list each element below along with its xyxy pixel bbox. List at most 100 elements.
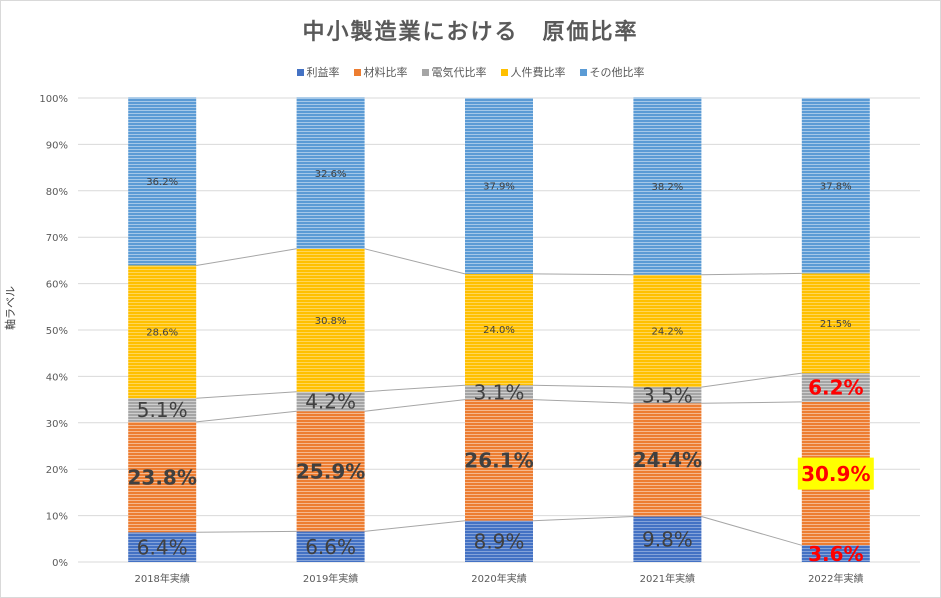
data-label: 8.9% — [474, 530, 525, 554]
legend-item: 利益率 — [296, 64, 340, 80]
bar-segment — [633, 97, 702, 275]
data-label: 36.2% — [146, 177, 178, 188]
bar-segment — [633, 403, 702, 517]
series-connector-line — [196, 530, 297, 533]
bar-segment — [296, 411, 365, 532]
series-connector-line — [364, 384, 466, 393]
x-tick-label: 2018年実績 — [134, 572, 189, 585]
bar-segment — [128, 265, 197, 399]
series-connector-line — [196, 248, 297, 266]
legend-swatch — [579, 68, 587, 76]
data-label: 24.4% — [633, 448, 702, 472]
series-connector-line — [532, 399, 634, 404]
x-tick-label: 2022年実績 — [808, 572, 863, 585]
legend-item: 材料比率 — [353, 64, 408, 80]
data-label: 3.1% — [474, 381, 525, 405]
y-tick-label: 50% — [46, 326, 68, 337]
legend-item: 電気代比率 — [421, 64, 487, 80]
bar-segment — [465, 385, 533, 400]
legend-item: 人件費比率 — [500, 64, 566, 80]
series-connector-line — [196, 410, 297, 423]
series-connector-line — [364, 248, 466, 275]
bar-segment — [296, 391, 365, 412]
y-tick-label: 100% — [39, 94, 68, 105]
legend-label: 人件費比率 — [510, 66, 566, 79]
y-tick-label: 80% — [46, 187, 68, 198]
series-connector-line — [532, 384, 634, 388]
bar-segment — [296, 531, 365, 562]
legend-label: 材料比率 — [363, 66, 408, 79]
data-label: 6.2% — [808, 376, 863, 400]
y-tick-label: 0% — [52, 558, 68, 569]
legend-item: その他比率 — [579, 64, 645, 80]
highlight-box — [797, 457, 874, 490]
x-tick-label: 2020年実績 — [471, 572, 526, 585]
bar-segment — [296, 97, 365, 249]
series-connector-line — [532, 516, 634, 522]
data-label: 30.9% — [801, 462, 870, 486]
data-label: 32.6% — [315, 169, 347, 180]
data-label: 6.6% — [305, 535, 356, 559]
data-label: 5.1% — [137, 398, 188, 422]
data-label: 37.8% — [820, 181, 852, 192]
data-label: 26.1% — [464, 448, 533, 472]
data-label: 21.5% — [820, 319, 852, 330]
bar-segment — [801, 373, 870, 402]
y-tick-label: 40% — [46, 372, 68, 383]
y-tick-label: 20% — [46, 465, 68, 476]
bar-segment — [801, 545, 870, 562]
bar-segment — [801, 98, 870, 274]
legend-label: 電気代比率 — [431, 66, 487, 79]
series-connector-line — [701, 516, 802, 546]
bar-segment — [801, 273, 870, 374]
bar-segment — [633, 516, 702, 562]
bar-segment — [128, 532, 197, 562]
series-connector-line — [701, 372, 802, 388]
legend-label: その他比率 — [589, 66, 645, 79]
bar-segment — [128, 398, 197, 422]
bar-segment — [465, 399, 533, 521]
data-label: 6.4% — [137, 535, 188, 559]
y-tick-label: 30% — [46, 419, 68, 430]
y-tick-label: 10% — [46, 512, 68, 523]
data-label: 23.8% — [128, 465, 197, 489]
data-label: 24.2% — [652, 327, 684, 338]
bar-segment — [465, 520, 533, 562]
data-label: 30.8% — [315, 316, 347, 327]
bar-segment — [465, 98, 533, 274]
bar-segment — [128, 97, 197, 266]
series-connector-line — [701, 401, 802, 404]
data-label: 4.2% — [305, 390, 356, 414]
legend-swatch — [353, 68, 361, 76]
chart-legend: 利益率 材料比率 電気代比率 人件費比率 その他比率 — [0, 64, 941, 80]
legend-swatch — [421, 68, 429, 76]
x-tick-label: 2021年実績 — [640, 572, 695, 585]
chart-title: 中小製造業における 原価比率 — [302, 20, 639, 45]
x-tick-label: 2019年実績 — [303, 572, 358, 585]
bar-segment — [465, 273, 533, 386]
bar-segment — [296, 248, 365, 392]
legend-label: 利益率 — [306, 66, 340, 79]
bar-segment — [633, 387, 702, 404]
data-label: 3.6% — [808, 542, 863, 566]
series-connector-line — [364, 520, 466, 532]
bar-segment — [128, 421, 197, 533]
y-tick-label: 60% — [46, 280, 68, 291]
data-label: 3.5% — [642, 383, 693, 407]
series-connector-line — [364, 399, 466, 412]
data-label: 9.8% — [642, 527, 693, 551]
bar-segment — [633, 274, 702, 388]
legend-swatch — [500, 68, 508, 76]
data-label: 38.2% — [652, 182, 684, 193]
y-tick-label: 70% — [46, 233, 68, 244]
series-connector-line — [532, 273, 634, 276]
data-label: 25.9% — [296, 459, 365, 483]
legend-swatch — [296, 68, 304, 76]
series-connector-line — [701, 272, 802, 276]
series-connector-line — [196, 391, 297, 399]
y-tick-label: 90% — [46, 140, 68, 151]
data-label: 28.6% — [146, 327, 178, 338]
data-label: 24.0% — [483, 325, 515, 336]
data-label: 37.9% — [483, 182, 515, 193]
